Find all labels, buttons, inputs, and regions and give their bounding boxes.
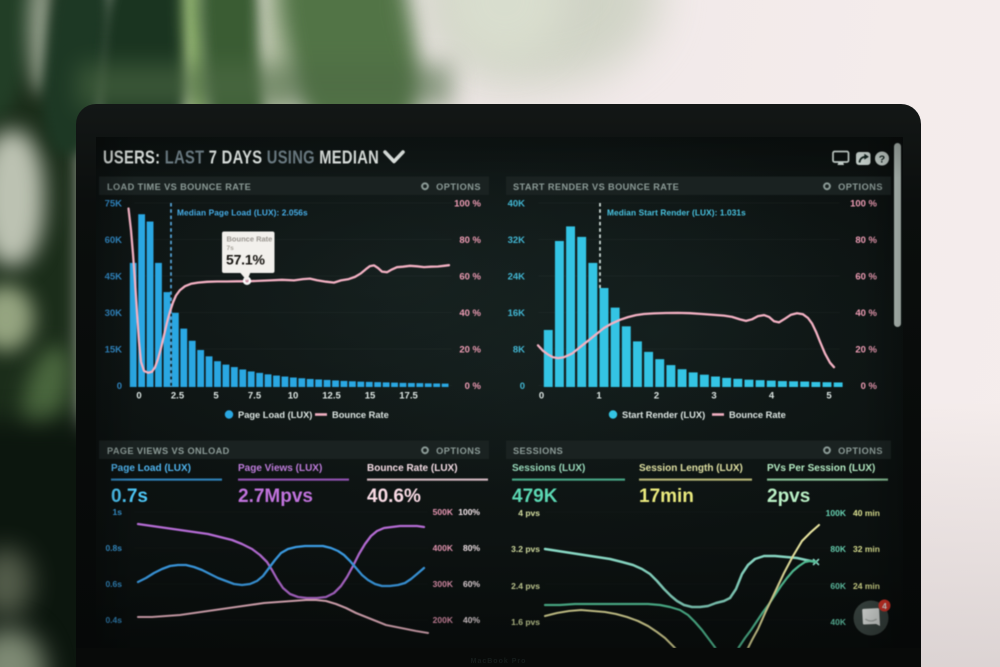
svg-text:40 min: 40 min [853, 508, 880, 518]
svg-text:Sessions (LUX): Sessions (LUX) [512, 463, 585, 474]
svg-text:0.7s: 0.7s [111, 486, 148, 507]
svg-text:OPTIONS: OPTIONS [436, 446, 481, 456]
svg-text:0: 0 [539, 391, 544, 402]
svg-text:4: 4 [882, 601, 887, 611]
svg-text:80 %: 80 % [459, 235, 481, 246]
svg-text:Median Start Render (LUX): 1.0: Median Start Render (LUX): 1.031s [607, 208, 746, 218]
svg-text:40K: 40K [830, 617, 846, 627]
svg-text:7.5: 7.5 [248, 391, 262, 402]
svg-text:100K: 100K [826, 508, 847, 518]
svg-text:20 %: 20 % [855, 345, 877, 356]
svg-text:10: 10 [288, 391, 299, 402]
svg-text:60%: 60% [463, 579, 480, 589]
svg-text:OPTIONS: OPTIONS [436, 182, 481, 192]
svg-text:300K: 300K [433, 579, 454, 589]
svg-text:Bounce Rate: Bounce Rate [332, 410, 389, 420]
svg-text:5: 5 [213, 391, 219, 402]
svg-text:PAGE VIEWS VS ONLOAD: PAGE VIEWS VS ONLOAD [107, 446, 230, 456]
svg-text:0.8s: 0.8s [105, 543, 122, 553]
svg-text:Page Views (LUX): Page Views (LUX) [238, 463, 322, 474]
svg-text:2pvs: 2pvs [767, 486, 810, 507]
svg-text:100 %: 100 % [850, 199, 877, 210]
svg-text:Session Length (LUX): Session Length (LUX) [639, 463, 743, 474]
svg-text:20 %: 20 % [459, 345, 481, 356]
svg-text:30K: 30K [105, 308, 123, 319]
svg-text:1: 1 [596, 391, 602, 402]
svg-text:OPTIONS: OPTIONS [838, 182, 883, 192]
svg-text:0: 0 [136, 391, 141, 402]
svg-text:45K: 45K [105, 272, 123, 283]
svg-text:60 %: 60 % [459, 272, 481, 283]
svg-text:2.5: 2.5 [171, 391, 185, 402]
svg-text:24 min: 24 min [853, 581, 880, 591]
svg-text:60K: 60K [830, 581, 846, 591]
svg-text:Page Load (LUX): Page Load (LUX) [238, 410, 312, 420]
svg-text:Median Page Load (LUX): 2.056s: Median Page Load (LUX): 2.056s [177, 208, 308, 218]
svg-text:75K: 75K [105, 199, 123, 210]
svg-text:OPTIONS: OPTIONS [838, 446, 883, 456]
svg-text:24K: 24K [508, 272, 526, 283]
svg-text:15K: 15K [105, 345, 123, 356]
svg-text:0.4s: 0.4s [105, 615, 122, 625]
svg-text:17.5: 17.5 [399, 391, 418, 402]
svg-text:60 %: 60 % [855, 272, 877, 283]
svg-text:100%: 100% [458, 507, 480, 517]
svg-text:Bounce Rate: Bounce Rate [729, 410, 786, 420]
svg-text:80K: 80K [830, 544, 846, 554]
svg-text:2: 2 [654, 391, 659, 402]
svg-text:2.7Mpvs: 2.7Mpvs [238, 486, 313, 507]
svg-text:200K: 200K [433, 615, 454, 625]
svg-text:15: 15 [365, 391, 376, 402]
svg-text:32K: 32K [508, 235, 526, 246]
svg-text:2.4 pvs: 2.4 pvs [511, 581, 540, 591]
svg-text:Page Load (LUX): Page Load (LUX) [111, 463, 191, 474]
svg-text:40 %: 40 % [459, 308, 481, 319]
svg-text:1.6 pvs: 1.6 pvs [511, 617, 540, 627]
svg-text:Bounce Rate (LUX): Bounce Rate (LUX) [367, 463, 458, 474]
svg-text:16K: 16K [508, 308, 526, 319]
svg-text:4 pvs: 4 pvs [518, 508, 540, 518]
svg-text:USERS: LAST 7 DAYS USING MEDIA: USERS: LAST 7 DAYS USING MEDIAN [103, 147, 379, 168]
svg-text:8K: 8K [513, 345, 525, 356]
svg-text:7s: 7s [227, 245, 235, 252]
svg-text:0.6s: 0.6s [105, 579, 122, 589]
svg-text:60K: 60K [105, 235, 123, 246]
svg-text:SESSIONS: SESSIONS [513, 446, 563, 456]
svg-text:500K: 500K [433, 507, 454, 517]
svg-text:3.2 pvs: 3.2 pvs [511, 544, 540, 554]
svg-text:57.1%: 57.1% [226, 252, 265, 268]
svg-text:40.6%: 40.6% [367, 486, 421, 507]
svg-text:4: 4 [769, 391, 775, 402]
svg-text:40%: 40% [463, 615, 480, 625]
svg-text:80 %: 80 % [855, 235, 877, 246]
svg-text:400K: 400K [433, 543, 454, 553]
svg-text:40K: 40K [508, 199, 526, 210]
svg-text:32 min: 32 min [853, 544, 880, 554]
svg-text:80%: 80% [463, 543, 480, 553]
svg-text:17min: 17min [639, 486, 694, 507]
svg-text:40 %: 40 % [855, 308, 877, 319]
svg-text:Bounce Rate: Bounce Rate [227, 235, 273, 244]
svg-text:0 %: 0 % [465, 381, 482, 392]
svg-text:START RENDER VS BOUNCE RATE: START RENDER VS BOUNCE RATE [513, 182, 679, 192]
svg-text:1s: 1s [113, 507, 123, 517]
svg-text:LOAD TIME VS BOUNCE RATE: LOAD TIME VS BOUNCE RATE [107, 182, 251, 192]
svg-text:479K: 479K [512, 486, 558, 507]
svg-text:3: 3 [711, 391, 716, 402]
svg-text:5: 5 [826, 391, 832, 402]
svg-text:PVs Per Session (LUX): PVs Per Session (LUX) [767, 463, 875, 474]
svg-text:Start Render (LUX): Start Render (LUX) [622, 410, 705, 420]
svg-text:100 %: 100 % [454, 199, 481, 210]
svg-text:0: 0 [520, 381, 525, 392]
svg-text:12.5: 12.5 [322, 391, 341, 402]
svg-text:0: 0 [117, 381, 122, 392]
svg-text:?: ? [879, 153, 885, 165]
svg-text:0 %: 0 % [861, 381, 878, 392]
